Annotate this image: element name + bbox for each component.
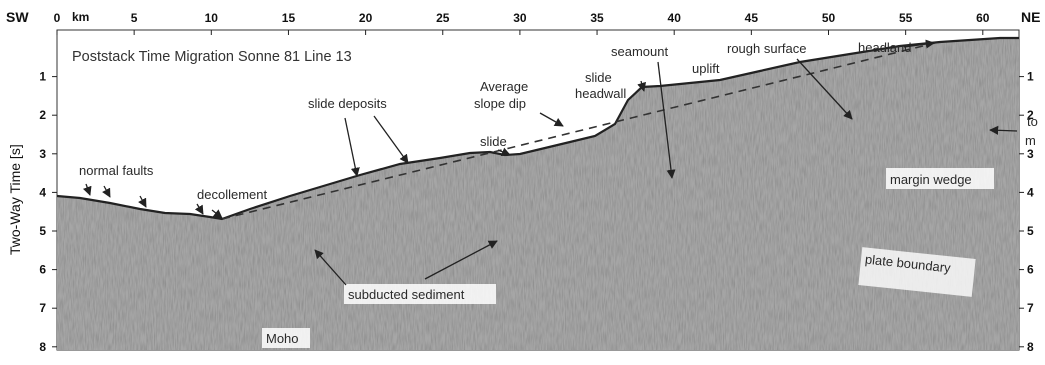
label-uplift: uplift bbox=[692, 61, 720, 76]
label-moho: Moho bbox=[266, 331, 299, 346]
x-tick-label: 10 bbox=[205, 11, 219, 25]
y-tick-label: 6 bbox=[1027, 263, 1034, 277]
corner-label-ne: NE bbox=[1021, 9, 1040, 25]
y-axis-label: Two-Way Time [s] bbox=[7, 144, 23, 255]
x-tick-label: 35 bbox=[590, 11, 604, 25]
x-tick-label: 25 bbox=[436, 11, 450, 25]
x-tick-label: 60 bbox=[976, 11, 990, 25]
average-slope-dip-line bbox=[221, 42, 936, 220]
annotation-margin-wedge: margin wedge bbox=[886, 168, 994, 189]
label-normal-faults: normal faults bbox=[79, 163, 154, 178]
label-average-slope-dip-line1: Average bbox=[480, 79, 528, 94]
annotation-normal-faults: normal faults bbox=[79, 163, 154, 208]
label-headland: headland bbox=[858, 40, 912, 55]
annotation-slide-headwall: slide headwall bbox=[575, 70, 647, 101]
annotation-subducted-sediment: subducted sediment bbox=[314, 240, 498, 304]
label-slide-headwall-line1: slide bbox=[585, 70, 612, 85]
annotation-plate-boundary: plate boundary bbox=[858, 247, 976, 297]
y-tick-label: 5 bbox=[39, 224, 46, 238]
label-margin-wedge: margin wedge bbox=[890, 172, 972, 187]
annotation-slide: slide bbox=[480, 134, 511, 157]
label-slide: slide bbox=[480, 134, 507, 149]
y-tick-label: 8 bbox=[1027, 340, 1034, 354]
y-tick-label: 4 bbox=[39, 185, 46, 199]
y-axis-ticks-left: 1 2 3 4 5 6 7 8 bbox=[39, 70, 57, 354]
annotation-moho: Moho bbox=[262, 328, 310, 348]
annotation-uplift: uplift bbox=[692, 61, 720, 76]
label-subducted-sediment: subducted sediment bbox=[348, 287, 465, 302]
x-tick-label: 55 bbox=[899, 11, 913, 25]
x-unit-label: km bbox=[72, 10, 89, 24]
y-tick-label: 2 bbox=[1027, 108, 1034, 122]
annotation-decollement: decollement bbox=[194, 187, 267, 219]
figure-title: Poststack Time Migration Sonne 81 Line 1… bbox=[72, 49, 352, 65]
annotation-average-slope-dip: Average slope dip bbox=[474, 79, 564, 127]
y-tick-label: 4 bbox=[1027, 185, 1034, 199]
x-tick-label: 30 bbox=[513, 11, 527, 25]
y-tick-label: 3 bbox=[1027, 147, 1034, 161]
cut-off-arrow bbox=[989, 125, 1018, 135]
y-tick-label: 3 bbox=[39, 147, 46, 161]
x-tick-label: 40 bbox=[668, 11, 682, 25]
label-average-slope-dip-line2: slope dip bbox=[474, 96, 526, 111]
x-tick-label: 45 bbox=[745, 11, 759, 25]
y-tick-label: 5 bbox=[1027, 224, 1034, 238]
annotation-headland: headland bbox=[858, 39, 935, 55]
label-slide-headwall-line2: headwall bbox=[575, 86, 626, 101]
x-tick-label: 15 bbox=[282, 11, 296, 25]
y-tick-label: 7 bbox=[39, 301, 46, 315]
y-axis-ticks-right: 1 2 3 4 5 6 7 8 bbox=[1019, 70, 1034, 354]
label-decollement: decollement bbox=[197, 187, 267, 202]
y-tick-label: 7 bbox=[1027, 301, 1034, 315]
y-tick-label: 1 bbox=[39, 70, 46, 84]
annotation-slide-deposits: slide deposits bbox=[308, 96, 409, 177]
x-tick-label: 20 bbox=[359, 11, 373, 25]
y-tick-label: 2 bbox=[39, 108, 46, 122]
x-tick-label: 50 bbox=[822, 11, 836, 25]
label-rough-surface: rough surface bbox=[727, 41, 807, 56]
x-tick-label: 5 bbox=[131, 11, 138, 25]
y-tick-label: 6 bbox=[39, 263, 46, 277]
annotation-seamount: seamount bbox=[611, 44, 676, 179]
label-seamount: seamount bbox=[611, 44, 668, 59]
x-tick-label: 0 bbox=[54, 11, 61, 25]
y-tick-label: 8 bbox=[39, 340, 46, 354]
annotation-rough-surface: rough surface bbox=[727, 41, 853, 120]
x-axis-ticks: 0 5 10 15 20 25 30 35 40 45 50 55 60 bbox=[54, 11, 990, 35]
y-tick-label: 1 bbox=[1027, 70, 1034, 84]
cut-off-text-to: to bbox=[1027, 114, 1038, 129]
label-slide-deposits: slide deposits bbox=[308, 96, 387, 111]
cut-off-text-m: m bbox=[1025, 133, 1036, 148]
corner-label-sw: SW bbox=[6, 9, 29, 25]
seafloor-reflector bbox=[56, 36, 1019, 221]
